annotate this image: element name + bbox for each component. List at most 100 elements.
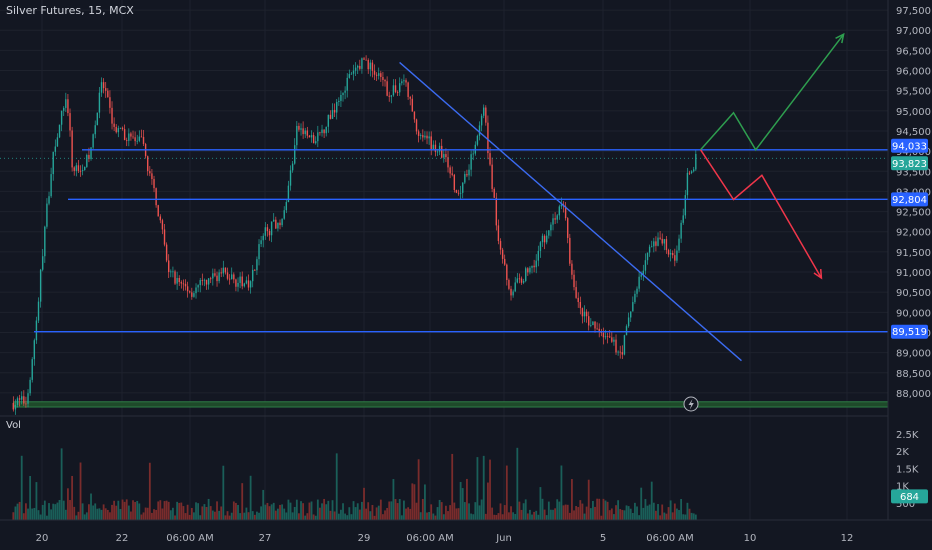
candle-body (218, 272, 220, 282)
candle-body (285, 202, 288, 211)
volume-bar (31, 508, 34, 520)
candle-body (176, 277, 178, 284)
volume-bar (537, 514, 540, 520)
candle-body (81, 169, 84, 171)
candle-body (466, 174, 468, 176)
candle-body (424, 135, 426, 138)
candle-body (558, 206, 561, 216)
time-tick-label: 29 (358, 533, 371, 544)
price-label-bg (891, 156, 928, 171)
candle-body (386, 81, 388, 96)
volume-bar (285, 512, 288, 520)
candle-body (88, 154, 90, 160)
volume-bar (592, 500, 594, 520)
volume-bar (503, 505, 506, 520)
candle-body (273, 219, 275, 222)
candle-body (443, 154, 445, 158)
candle-body (245, 280, 248, 284)
bearish-projection-path[interactable] (699, 149, 823, 279)
candle-body (16, 398, 19, 405)
candle-body (67, 99, 69, 114)
volume-bar (434, 515, 437, 520)
symbol-title[interactable]: Silver Futures, 15, MCX (6, 4, 134, 17)
candle-body (317, 132, 319, 142)
volume-bar (547, 501, 550, 520)
bullish-projection-path[interactable] (700, 33, 845, 152)
volume-bar (556, 499, 559, 520)
candle-body (184, 283, 187, 287)
candle-body (569, 237, 571, 264)
candle-body (31, 359, 33, 380)
volume-bar (657, 504, 659, 520)
volume-bar (623, 510, 626, 520)
volume-bar (358, 509, 361, 520)
volume-bar (373, 515, 376, 520)
candle-body (216, 275, 218, 282)
volume-bar (571, 479, 573, 520)
volume-bar (598, 498, 601, 520)
volume-bar (640, 487, 643, 520)
candle-body (123, 129, 126, 141)
volume-bar (90, 493, 92, 520)
volume-bar (247, 512, 250, 520)
candle-body (130, 133, 132, 137)
volume-bar (243, 512, 246, 520)
candle-body (573, 274, 575, 288)
candle-body (409, 96, 411, 99)
volume-bar (346, 515, 349, 520)
volume-bar (37, 510, 40, 520)
candle-body (625, 326, 628, 336)
trend-line[interactable] (399, 61, 742, 362)
candle-body (275, 219, 277, 229)
volume-bar (201, 506, 204, 520)
volume-bar (283, 508, 286, 520)
candle-body (371, 62, 374, 71)
candle-body (661, 238, 663, 244)
volume-bar (138, 503, 141, 520)
candle-body (281, 218, 283, 226)
volume-bar (199, 515, 202, 520)
volume-bar (449, 505, 452, 520)
time-axis[interactable]: 20 22 06:00 AM 27 29 06:00 AM Jun 5 06:00 AM 10 12 (36, 533, 854, 544)
price-label-bg (891, 324, 928, 339)
volume-bar (295, 499, 298, 520)
volume-bar (690, 512, 693, 520)
volume-bar (463, 502, 466, 520)
horizontal-levels[interactable] (0, 149, 888, 333)
time-tick-label: Jun (495, 533, 512, 544)
volume-bar (277, 508, 279, 520)
volume-bar (424, 484, 426, 520)
price-label-last: 93,823 (892, 159, 927, 170)
candle-body (451, 173, 453, 175)
candle-body (189, 291, 191, 293)
volume-bar (186, 504, 189, 520)
candle-body (365, 59, 367, 61)
candle-body (354, 67, 357, 71)
drawings[interactable] (399, 32, 845, 362)
volume-bar (436, 507, 439, 520)
volume-bar (180, 502, 183, 520)
candle-body (71, 130, 73, 168)
candle-body (546, 235, 548, 243)
candle-body (333, 109, 336, 113)
volume-bar (306, 513, 309, 520)
candle-body (140, 136, 143, 138)
bullish-arrow-head (835, 32, 845, 44)
candle-body (193, 293, 195, 297)
volume-bar (119, 509, 122, 520)
volume-bar (148, 462, 151, 520)
candle-body (613, 339, 615, 342)
volume-bar (652, 502, 655, 520)
volume-bar (550, 509, 552, 520)
volume-bar (25, 503, 27, 520)
candle-body (119, 127, 122, 129)
volume-bar (512, 512, 515, 520)
volume-bar (484, 513, 487, 520)
candle-body (327, 114, 330, 127)
lightning-bolt-icon[interactable] (683, 396, 699, 412)
candle-body (583, 311, 586, 317)
candle-body (560, 204, 563, 207)
candle-body (247, 280, 250, 288)
volume-bar (405, 508, 407, 520)
